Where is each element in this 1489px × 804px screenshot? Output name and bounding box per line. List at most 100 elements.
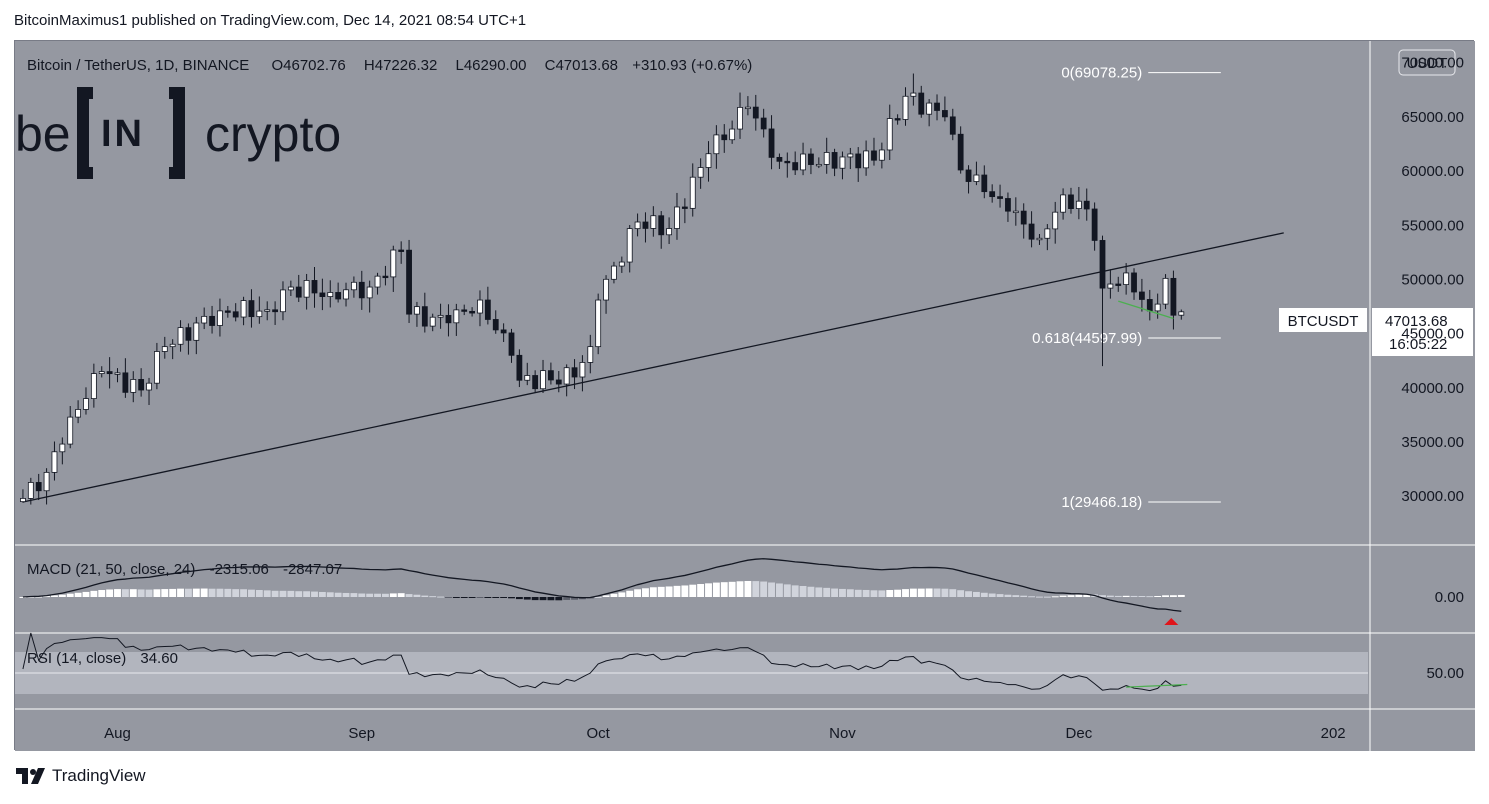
macd-histogram-bar	[965, 591, 972, 597]
candle-body	[611, 265, 617, 280]
macd-histogram-bar	[452, 597, 460, 598]
currency-badge-box	[1398, 49, 1456, 76]
price-axis-tick: 65000.00	[1401, 109, 1464, 126]
candle	[666, 217, 672, 244]
price-axis-tick: 40000.00	[1401, 380, 1464, 397]
candle	[469, 307, 476, 317]
macd-histogram-bar	[972, 591, 980, 597]
candle	[358, 270, 365, 310]
macd-histogram-bar	[768, 582, 775, 597]
candle	[563, 364, 570, 397]
candle	[256, 296, 263, 324]
candle-body	[1131, 272, 1137, 293]
macd-histogram-bar	[66, 593, 74, 597]
candle-body	[445, 314, 452, 324]
candle-body	[272, 309, 279, 313]
macd-histogram-bar	[51, 595, 58, 597]
candle-body	[35, 482, 42, 492]
macd-histogram-bar	[366, 593, 374, 597]
macd-histogram-bar	[153, 589, 161, 597]
candle-body	[453, 309, 460, 324]
candle-body	[1083, 200, 1090, 210]
candle-body	[1068, 194, 1074, 209]
macd-histogram-bar	[523, 597, 531, 600]
candle-body	[146, 382, 152, 391]
candle-body	[831, 152, 838, 169]
candle	[634, 213, 641, 237]
macd-histogram-bar	[1075, 594, 1083, 597]
candle-body	[1107, 283, 1114, 289]
candle	[792, 151, 799, 175]
chart-canvas[interactable]: be IN crypto 0(69078.25) 0.618(44597.99) 1…	[15, 41, 1475, 751]
candle-body	[437, 314, 444, 318]
price-axis-tick: 55000.00	[1401, 217, 1464, 234]
candle-body	[43, 471, 50, 492]
candle	[138, 368, 145, 397]
macd-histogram-bar	[208, 588, 216, 597]
candle	[51, 441, 58, 481]
macd-histogram-bar	[1004, 594, 1012, 597]
candle	[280, 281, 286, 321]
macd-histogram-bar	[1067, 595, 1075, 597]
high-label: H	[364, 57, 375, 74]
price-tag: BTCUSDT 47013.68 16:05:22	[1279, 308, 1473, 356]
candle	[461, 304, 468, 316]
series-layer: 0(69078.25) 0.618(44597.99) 1(29466.18)	[19, 65, 1284, 692]
candle	[1052, 201, 1059, 244]
macd-histogram-bar	[43, 596, 51, 598]
tradingview-footer[interactable]: TradingView	[16, 766, 146, 786]
candle-body	[800, 153, 806, 171]
candle-body	[524, 375, 531, 381]
candle-body	[358, 281, 365, 299]
macd-histogram-bar	[1154, 595, 1162, 597]
candle	[705, 141, 712, 182]
candle	[752, 94, 759, 131]
candle-body	[579, 362, 586, 378]
candle	[169, 339, 176, 360]
candle-body	[169, 343, 176, 348]
candle-body	[303, 280, 310, 298]
candle-body	[429, 316, 436, 327]
candle-body	[823, 152, 830, 165]
candle	[721, 124, 728, 153]
macd-histogram-bar	[1020, 595, 1028, 597]
macd-histogram-bar	[508, 597, 515, 599]
candle	[240, 296, 247, 326]
candle-body	[1178, 311, 1185, 316]
chart-frame[interactable]: be IN crypto 0(69078.25) 0.618(44597.99) 1…	[14, 40, 1475, 751]
candle	[27, 477, 34, 505]
candle-body	[855, 153, 862, 169]
candle	[445, 304, 452, 337]
candle-body	[886, 118, 893, 151]
macd-histogram-bar	[27, 596, 35, 598]
macd-histogram-bar	[405, 594, 413, 597]
macd-histogram-bar	[563, 597, 571, 600]
candle-body	[193, 322, 200, 341]
candle-body	[563, 367, 570, 385]
candle	[146, 377, 152, 406]
macd-histogram-bar	[823, 587, 831, 597]
candle	[949, 108, 956, 141]
rsi-value: 34.60	[140, 650, 178, 667]
candle	[681, 198, 688, 224]
candle-body	[1115, 283, 1122, 286]
rsi-line	[22, 632, 1182, 692]
candle-body	[847, 153, 854, 158]
candle-body	[918, 92, 925, 115]
fib-level-label: 1(29466.18)	[1061, 494, 1142, 511]
currency-badge[interactable]: USDT	[1398, 49, 1456, 76]
macd-histogram-bar	[169, 588, 177, 597]
candle	[658, 211, 665, 249]
ascending-support-trendline[interactable]	[22, 232, 1284, 503]
candle-body	[863, 150, 869, 169]
macd-histogram-bar	[626, 590, 634, 597]
macd-histogram-bar	[35, 596, 43, 598]
macd-histogram-bar	[1043, 596, 1051, 598]
candle-body	[75, 409, 81, 418]
candle-body	[224, 310, 231, 313]
candle	[516, 349, 523, 388]
macd-histogram-bar	[74, 592, 82, 597]
price-axis-tick: 35000.00	[1401, 434, 1464, 451]
candle-body	[926, 102, 933, 115]
macd-histogram-bar	[657, 586, 665, 597]
